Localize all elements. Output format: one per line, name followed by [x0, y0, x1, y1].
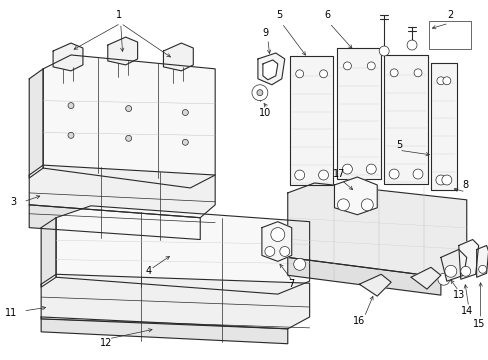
Circle shape — [413, 69, 421, 77]
Polygon shape — [43, 55, 215, 188]
Circle shape — [256, 90, 263, 96]
Polygon shape — [163, 43, 193, 71]
Circle shape — [337, 199, 349, 211]
Polygon shape — [334, 177, 376, 215]
Circle shape — [366, 62, 374, 70]
Polygon shape — [287, 183, 466, 277]
Text: 17: 17 — [333, 169, 345, 179]
Circle shape — [251, 85, 267, 100]
Polygon shape — [29, 205, 200, 239]
Polygon shape — [289, 56, 333, 185]
Polygon shape — [359, 274, 390, 296]
Text: 16: 16 — [352, 316, 365, 326]
Circle shape — [435, 175, 445, 185]
Circle shape — [279, 247, 289, 256]
Text: 10: 10 — [258, 108, 270, 117]
Circle shape — [389, 69, 397, 77]
Circle shape — [379, 46, 388, 56]
Circle shape — [294, 170, 304, 180]
Circle shape — [441, 175, 451, 185]
Polygon shape — [41, 274, 309, 329]
Polygon shape — [337, 48, 381, 179]
Text: 12: 12 — [100, 338, 112, 348]
Text: 1: 1 — [116, 10, 122, 20]
Polygon shape — [41, 317, 287, 344]
Circle shape — [182, 139, 188, 145]
Polygon shape — [41, 218, 56, 287]
Polygon shape — [440, 249, 466, 281]
Polygon shape — [410, 267, 440, 289]
Circle shape — [442, 77, 450, 85]
Circle shape — [293, 258, 305, 270]
Circle shape — [361, 199, 372, 211]
Text: 8: 8 — [462, 180, 468, 190]
Circle shape — [68, 132, 74, 138]
Text: 7: 7 — [288, 279, 294, 289]
Text: 11: 11 — [5, 308, 18, 318]
Polygon shape — [287, 257, 440, 295]
Bar — [428, 21, 470, 49]
Polygon shape — [384, 55, 427, 184]
Circle shape — [319, 70, 327, 78]
Circle shape — [437, 273, 449, 285]
Polygon shape — [107, 37, 137, 65]
Polygon shape — [56, 206, 309, 294]
Polygon shape — [257, 53, 284, 85]
Text: 13: 13 — [452, 290, 464, 300]
Circle shape — [412, 169, 422, 179]
Polygon shape — [53, 43, 83, 71]
Circle shape — [436, 77, 444, 85]
Circle shape — [318, 170, 328, 180]
Text: 2: 2 — [447, 10, 453, 20]
Circle shape — [388, 169, 398, 179]
Text: 15: 15 — [471, 319, 484, 329]
Circle shape — [343, 62, 351, 70]
Polygon shape — [476, 246, 488, 277]
Circle shape — [406, 40, 416, 50]
Polygon shape — [458, 239, 478, 279]
Circle shape — [444, 265, 456, 277]
Text: 3: 3 — [10, 197, 17, 207]
Circle shape — [264, 247, 274, 256]
Polygon shape — [430, 63, 456, 190]
Circle shape — [342, 164, 352, 174]
Text: 4: 4 — [145, 266, 151, 276]
Polygon shape — [262, 222, 291, 261]
Text: 14: 14 — [460, 306, 472, 316]
Circle shape — [295, 70, 303, 78]
Circle shape — [366, 164, 375, 174]
Circle shape — [125, 135, 131, 141]
Text: 6: 6 — [324, 10, 330, 20]
Circle shape — [460, 266, 470, 276]
Text: 9: 9 — [262, 28, 268, 38]
Circle shape — [478, 265, 486, 273]
Circle shape — [68, 103, 74, 109]
Polygon shape — [29, 69, 43, 178]
Text: 5: 5 — [276, 10, 283, 20]
Circle shape — [125, 105, 131, 112]
Polygon shape — [263, 60, 277, 80]
Polygon shape — [29, 165, 215, 218]
Circle shape — [182, 109, 188, 116]
Circle shape — [270, 228, 284, 242]
Text: 5: 5 — [395, 140, 402, 150]
